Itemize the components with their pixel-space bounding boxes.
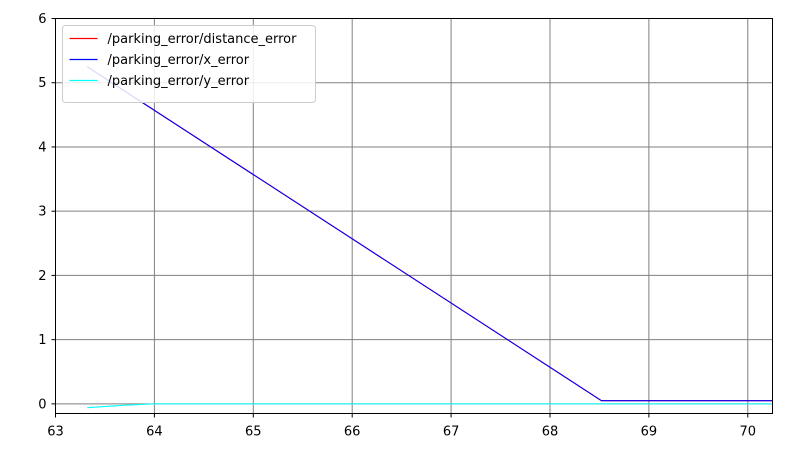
x-axis-tick-labels: 63 64 65 66 67 68 69 70 [47, 425, 756, 440]
x-tick-label: 68 [542, 425, 559, 440]
y-tick-label: 6 [38, 12, 46, 27]
y-tick-label: 0 [38, 397, 46, 412]
legend-label-x-error: /parking_error/x_error [108, 53, 250, 68]
y-tick-label: 3 [38, 205, 46, 220]
x-tick-label: 69 [641, 425, 658, 440]
y-tick-label: 5 [38, 76, 46, 91]
y-tick-label: 4 [38, 140, 46, 155]
x-tick-label: 66 [344, 425, 361, 440]
legend-box [62, 25, 316, 103]
axis-ticks [51, 18, 749, 418]
x-tick-label: 70 [740, 425, 757, 440]
series-lines [86, 66, 773, 409]
series-line-x-error [86, 66, 773, 402]
x-tick-label: 65 [245, 425, 262, 440]
x-tick-label: 67 [443, 425, 460, 440]
plot-area-frame [55, 18, 773, 414]
legend-label-y-error: /parking_error/y_error [108, 74, 250, 89]
y-tick-label: 1 [38, 333, 46, 348]
x-tick-label: 63 [47, 425, 64, 440]
x-tick-label: 64 [146, 425, 163, 440]
y-tick-label: 2 [38, 269, 46, 284]
y-axis-tick-labels: 0 1 2 3 4 5 6 [38, 12, 46, 412]
legend: /parking_error/distance_error/parking_er… [62, 25, 316, 103]
legend-label-distance-error: /parking_error/distance_error [108, 32, 298, 47]
series-line-y-error [87, 403, 773, 409]
